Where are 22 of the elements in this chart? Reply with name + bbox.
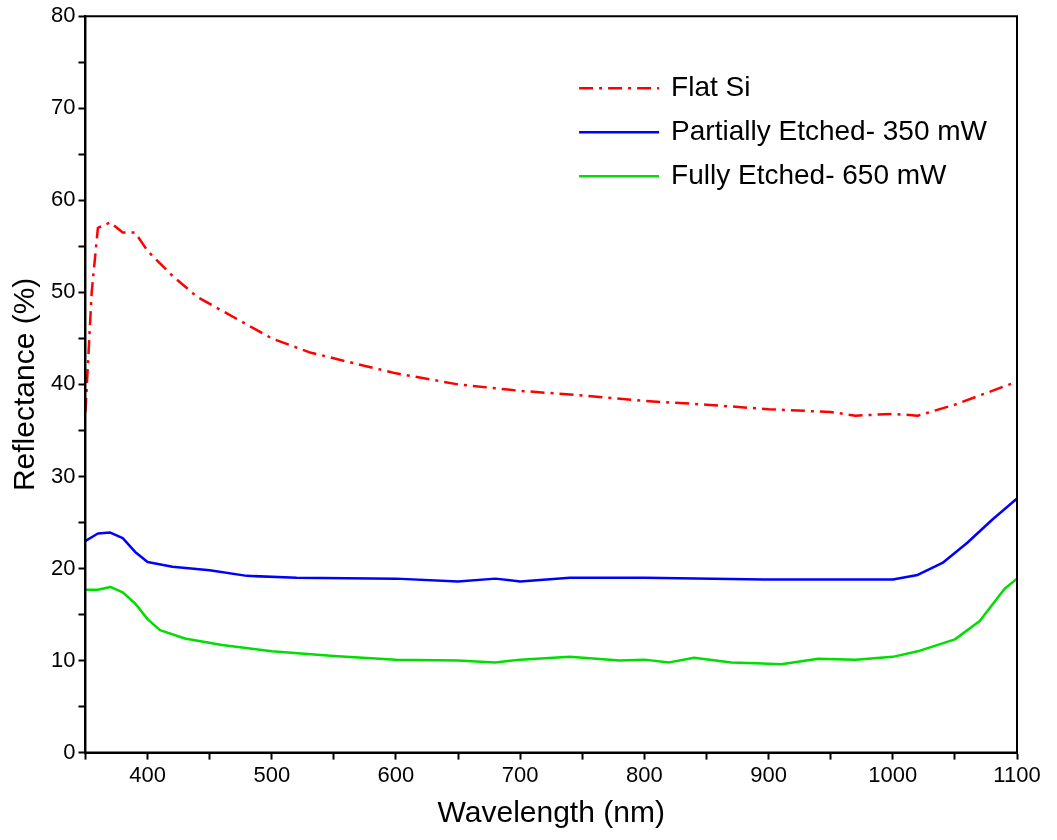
- x-tick-label: 1100: [993, 761, 1041, 787]
- legend-label: Fully Etched- 650 mW: [671, 158, 948, 190]
- y-tick-label: 30: [50, 462, 76, 488]
- x-tick-label: 500: [253, 761, 291, 787]
- x-tick-label: 800: [626, 761, 663, 787]
- y-tick-label: 20: [50, 554, 76, 580]
- x-tick-label: 400: [129, 761, 166, 787]
- y-tick-label: 80: [50, 2, 76, 28]
- y-tick-label: 60: [50, 186, 76, 212]
- y-axis-title: Reflectance (%): [7, 277, 41, 492]
- y-tick-label: 40: [50, 370, 76, 396]
- x-axis-title: Wavelength (nm): [437, 795, 665, 829]
- legend-label: Partially Etched- 350 mW: [671, 114, 988, 146]
- x-tick-label: 700: [501, 761, 539, 787]
- x-tick-label: 900: [750, 761, 787, 787]
- legend-label: Flat Si: [671, 70, 751, 102]
- x-tick-label: 600: [377, 761, 415, 787]
- y-tick-label: 50: [50, 278, 76, 304]
- y-tick-label: 0: [63, 738, 76, 764]
- y-tick-label: 10: [50, 646, 76, 672]
- y-tick-label: 70: [50, 94, 76, 120]
- x-tick-label: 1000: [868, 761, 918, 787]
